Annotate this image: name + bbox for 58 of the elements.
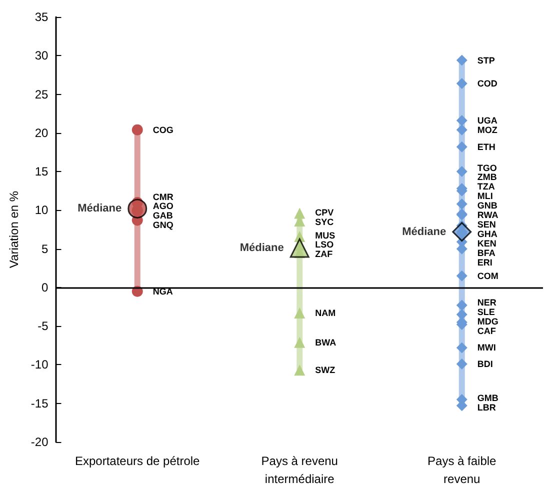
data-label: AGO (152, 201, 174, 212)
data-label: COM (477, 270, 498, 281)
data-label: BWA (315, 337, 337, 348)
y-tick-label: -5 (38, 319, 49, 334)
data-label: SLE (477, 306, 495, 317)
y-tick-label: -10 (30, 358, 49, 372)
data-label: MLI (477, 191, 493, 202)
data-label: TGO (477, 162, 497, 173)
data-label: CMR (152, 192, 174, 202)
y-tick-label: 5 (42, 242, 49, 256)
x-tick-label: Exportateurs de pétrole (74, 454, 200, 468)
data-label: UGA (477, 115, 498, 126)
y-axis-title: Variation en % (7, 190, 21, 268)
data-label: NAM (315, 308, 336, 318)
data-label: SEN (477, 219, 496, 230)
y-tick-label: 20 (34, 126, 49, 140)
data-label: SYC (315, 216, 334, 227)
data-label: ZMB (477, 172, 498, 182)
data-label: BDI (477, 358, 493, 369)
data-label: GHA (477, 228, 498, 239)
data-label: CAF (477, 326, 496, 336)
x-tick-label: Pays à faible revenu (428, 454, 497, 486)
series-label: Médiane (402, 226, 446, 238)
data-label: STP (477, 55, 495, 66)
data-label: KEN (477, 238, 496, 248)
data-label: CPV (315, 207, 334, 218)
y-tick-label: 15 (34, 164, 49, 179)
y-tick-label: -20 (30, 435, 49, 449)
data-label: MDG (477, 316, 498, 326)
y-tick-label: 30 (34, 48, 49, 63)
data-label: MUS (315, 230, 336, 240)
y-tick-label: 25 (34, 87, 49, 102)
y-tick-label: -15 (30, 396, 49, 410)
data-label: TZA (477, 182, 496, 192)
x-tick-label: Pays à revenu intermédiaire (261, 454, 338, 486)
data-label: COG (152, 124, 174, 135)
data-label: COD (477, 78, 498, 88)
y-tick-label: 0 (42, 280, 49, 294)
y-tick-label: 10 (34, 203, 49, 218)
data-label: BFA (477, 248, 496, 258)
data-label: LBR (477, 402, 496, 412)
data-label: ZAF (315, 249, 334, 260)
data-label: RWA (477, 210, 499, 220)
data-label: MWI (477, 342, 496, 353)
y-tick-label: 35 (34, 10, 49, 24)
data-label: GNQ (152, 220, 174, 230)
series-label: Médiane (78, 202, 122, 215)
data-label: ERI (477, 257, 492, 268)
data-label: NGA (152, 286, 174, 296)
data-label: MOZ (477, 124, 498, 135)
data-label: NER (477, 297, 497, 308)
data-label: GAB (152, 210, 174, 221)
data-label: GMB (477, 392, 499, 403)
data-label: SWZ (315, 365, 336, 376)
data-label: GNB (477, 200, 498, 211)
data-label: ETH (477, 142, 496, 152)
data-label: LSO (315, 240, 334, 250)
series-label: Médiane (240, 242, 284, 254)
